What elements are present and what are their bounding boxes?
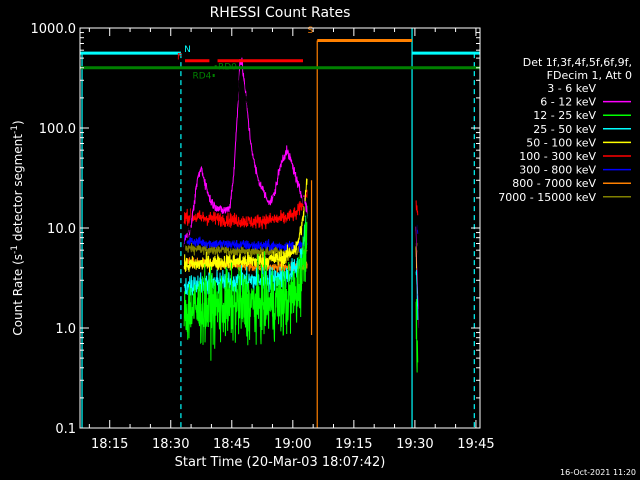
data-layer [81, 28, 475, 428]
plot-frame [79, 27, 481, 429]
legend-entry-label-8: 7000 - 15000 keV [498, 191, 596, 204]
y-axis-label-sup1: -1 [10, 245, 20, 254]
event-bar-label-3: F [177, 52, 182, 62]
series-line-3-segment-1 [415, 270, 419, 321]
series-line-5-segment-0 [183, 189, 308, 230]
y-tick-label-0: 1000.0 [31, 22, 77, 37]
series-line-2-segment-1 [415, 298, 419, 373]
y-axis-label: Count Rate (s-1 detector segment-1) [10, 120, 25, 335]
legend-entry-label-1: 6 - 12 keV [540, 96, 596, 109]
x-tick-label-6: 19:45 [457, 437, 494, 452]
legend-entry-label-2: 12 - 25 keV [533, 109, 596, 122]
y-tick-label-3: 1.0 [55, 322, 76, 337]
series-line-2-segment-0 [183, 205, 308, 361]
x-tick-label-2: 18:45 [213, 437, 250, 452]
y-axis-label-mid: detector segment [11, 134, 25, 245]
y-axis-label-sup2: -1 [10, 125, 20, 134]
legend: Det 1f,3f,4f,5f,6f,9f,FDecim 1, Att 03 -… [498, 56, 632, 204]
x-tick-label-5: 19:30 [396, 437, 433, 452]
legend-entry-label-0: 3 - 6 keV [547, 82, 596, 95]
y-axis-label-end: ) [11, 120, 25, 125]
legend-entry-label-3: 25 - 50 keV [533, 123, 596, 136]
legend-header-1: FDecim 1, Att 0 [547, 69, 632, 82]
chart-title: RHESSI Count Rates [210, 5, 351, 21]
event-bar-label-6: RD4 [193, 71, 212, 81]
legend-entry-label-5: 100 - 300 keV [519, 150, 596, 163]
legend-entry-label-7: 800 - 7000 keV [512, 177, 596, 190]
series-line-1-segment-0 [183, 57, 308, 248]
x-tick-label-1: 18:30 [152, 437, 189, 452]
series-line-5-segment-1 [415, 200, 419, 216]
event-bar-label-0: N [184, 45, 191, 55]
event-bars-layer: N S F RD0 RD4 [80, 26, 480, 81]
x-axis-label: Start Time (20-Mar-03 18:07:42) [175, 455, 386, 470]
x-tick-label-0: 18:15 [91, 437, 128, 452]
legend-entry-label-6: 300 - 800 keV [519, 164, 596, 177]
legend-header-0: Det 1f,3f,4f,5f,6f,9f, [523, 56, 632, 69]
legend-entry-label-4: 50 - 100 keV [526, 136, 596, 149]
axis-ticks-layer: 18:15 18:30 18:45 19:00 19:15 19:30 19:45 1000.… [31, 22, 495, 452]
series-line-4-segment-0 [183, 178, 308, 274]
y-axis-label-main: Count Rate (s [11, 254, 25, 336]
x-tick-label-3: 19:00 [274, 437, 311, 452]
x-tick-label-4: 19:15 [335, 437, 372, 452]
y-tick-label-4: 0.1 [55, 422, 76, 437]
series-line-0-segment-1 [415, 210, 421, 359]
event-bar-label-5: RD0 [218, 63, 237, 73]
series-line-6-segment-0 [183, 235, 308, 253]
event-bar-label-2: S [307, 26, 313, 36]
y-tick-label-1: 100.0 [39, 122, 76, 137]
y-tick-label-2: 10.0 [47, 222, 76, 237]
series-line-0-segment-0 [183, 71, 308, 250]
generation-timestamp: 16-Oct-2021 11:20 [560, 468, 636, 477]
